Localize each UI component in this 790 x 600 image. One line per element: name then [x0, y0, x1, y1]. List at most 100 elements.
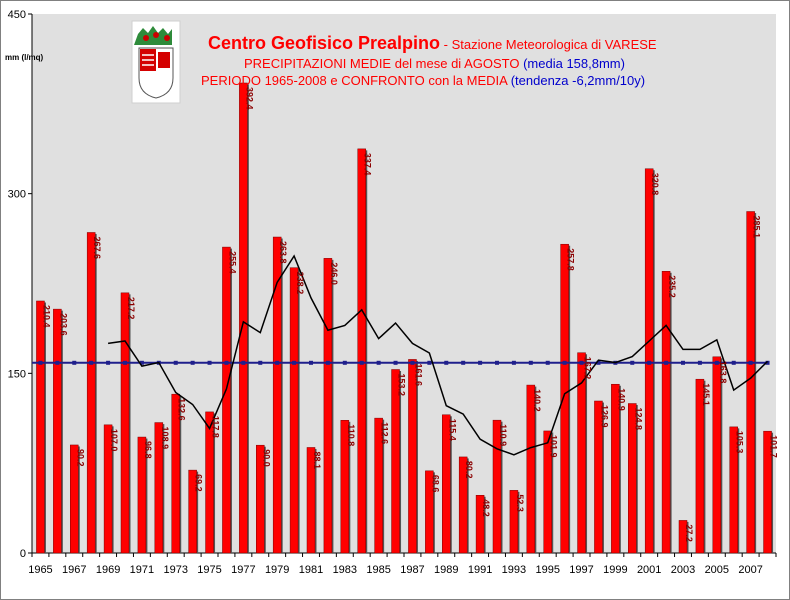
mean-marker: [292, 360, 297, 365]
x-tick-label: 1989: [434, 564, 458, 576]
bar: [53, 308, 62, 554]
data-label: 101.7: [769, 435, 779, 458]
x-tick-label: 2003: [671, 564, 695, 576]
trend-line-path: [107, 254, 769, 456]
x-tick-label: 1965: [28, 564, 52, 576]
x-tick-label: 1973: [163, 564, 187, 576]
mean-marker: [630, 360, 635, 365]
data-label: 203.6: [58, 313, 68, 336]
data-label: 69.2: [194, 474, 204, 492]
data-label: 101.9: [549, 435, 559, 458]
title-station-name: Centro Geofisico Prealpino: [208, 33, 440, 53]
mean-marker: [173, 360, 178, 365]
data-label: 108.9: [160, 427, 170, 450]
mean-marker: [511, 360, 516, 365]
x-tick-label: 1979: [265, 564, 289, 576]
bar: [256, 444, 265, 554]
x-tick-label: 1975: [197, 564, 221, 576]
title-subject: PRECIPITAZIONI MEDIE del mese di AGOSTO: [244, 56, 519, 71]
data-label: 210.4: [41, 305, 51, 328]
x-tick-label: 1993: [502, 564, 526, 576]
title-period: PERIODO 1965-2008 e CONFRONTO con la MED…: [201, 73, 508, 88]
bar-series: [36, 82, 774, 554]
x-tick-label: 1997: [569, 564, 593, 576]
mean-marker: [664, 360, 669, 365]
bar: [628, 403, 637, 554]
mean-marker: [241, 360, 246, 365]
mean-marker: [342, 360, 347, 365]
x-tick-label: 2005: [705, 564, 729, 576]
data-label: 163.8: [718, 361, 728, 384]
data-label: 96.8: [143, 441, 153, 459]
mean-marker: [89, 360, 94, 365]
x-tick-label: 2001: [637, 564, 661, 576]
x-tick-label: 1987: [400, 564, 424, 576]
data-label: 337.4: [363, 153, 373, 176]
data-label: 217.2: [126, 297, 136, 320]
data-label: 153.2: [397, 374, 407, 397]
bar: [492, 419, 502, 554]
y-tick-label: 150: [8, 368, 26, 380]
bar: [560, 243, 569, 554]
x-tick-label: 1985: [366, 564, 390, 576]
data-label: 115.4: [447, 419, 457, 441]
bar: [374, 417, 383, 554]
bar: [594, 400, 603, 554]
bar: [678, 520, 688, 554]
data-labels: 210.4 203.6 90.2 267.6 107.0 217.2 96.8 108.9 13…: [41, 87, 778, 542]
mean-marker: [579, 360, 584, 365]
mean-marker: [596, 360, 601, 365]
mean-marker: [765, 360, 770, 365]
title-trend-note: (tendenza -6,2mm/10y): [507, 73, 645, 88]
data-label: 80.2: [464, 461, 474, 479]
bar: [289, 267, 299, 554]
data-label: 68.6: [430, 475, 440, 493]
mean-marker: [275, 360, 280, 365]
tick-labels: 0 150 300 450 1965 1967 1969 1971 1973 1975 1977 19…: [8, 9, 763, 576]
y-tick-label: 0: [20, 548, 26, 560]
mean-marker: [325, 360, 330, 365]
mean-marker: [647, 360, 652, 365]
data-label: 90.2: [75, 449, 85, 467]
y-tick-label: 300: [8, 189, 26, 201]
mean-marker: [224, 360, 229, 365]
y-axis-label: mm (l/mq): [5, 53, 44, 62]
title-line-3: PERIODO 1965-2008 e CONFRONTO con la MED…: [201, 73, 645, 88]
data-label: 90.0: [261, 449, 271, 467]
mean-marker: [731, 360, 736, 365]
mean-marker: [748, 360, 753, 365]
data-label: 107.0: [109, 429, 119, 452]
mean-marker: [376, 360, 381, 365]
bar: [154, 422, 164, 554]
bar: [442, 414, 451, 554]
x-tick-label: 1999: [603, 564, 627, 576]
bar: [137, 436, 147, 554]
mean-marker: [309, 360, 313, 365]
data-label: 48.2: [481, 499, 491, 517]
data-label: 124.8: [633, 408, 643, 431]
bar: [272, 236, 282, 554]
data-label: 255.4: [227, 251, 237, 274]
mean-marker: [123, 360, 127, 365]
bar: [357, 148, 366, 554]
data-label: 235.2: [667, 275, 677, 298]
mean-marker: [55, 360, 60, 365]
data-label: 112.6: [380, 422, 390, 444]
bar: [340, 420, 350, 554]
title-line-2: PRECIPITAZIONI MEDIE del mese di AGOSTO …: [244, 56, 625, 71]
bar: [171, 393, 180, 554]
x-tick-label: 1981: [299, 564, 323, 576]
mean-marker: [38, 360, 43, 365]
mean-marker: [72, 360, 77, 365]
mean-marker: [427, 360, 432, 365]
mean-marker: [139, 360, 144, 365]
mean-marker: [106, 360, 111, 365]
mean-marker: [478, 360, 483, 365]
bar: [458, 456, 468, 554]
data-label: 263.8: [278, 241, 288, 264]
data-label: 320.8: [650, 173, 660, 196]
bar: [391, 369, 400, 554]
mean-marker: [495, 360, 499, 365]
bar: [408, 359, 417, 554]
data-label: 285.1: [752, 216, 762, 239]
